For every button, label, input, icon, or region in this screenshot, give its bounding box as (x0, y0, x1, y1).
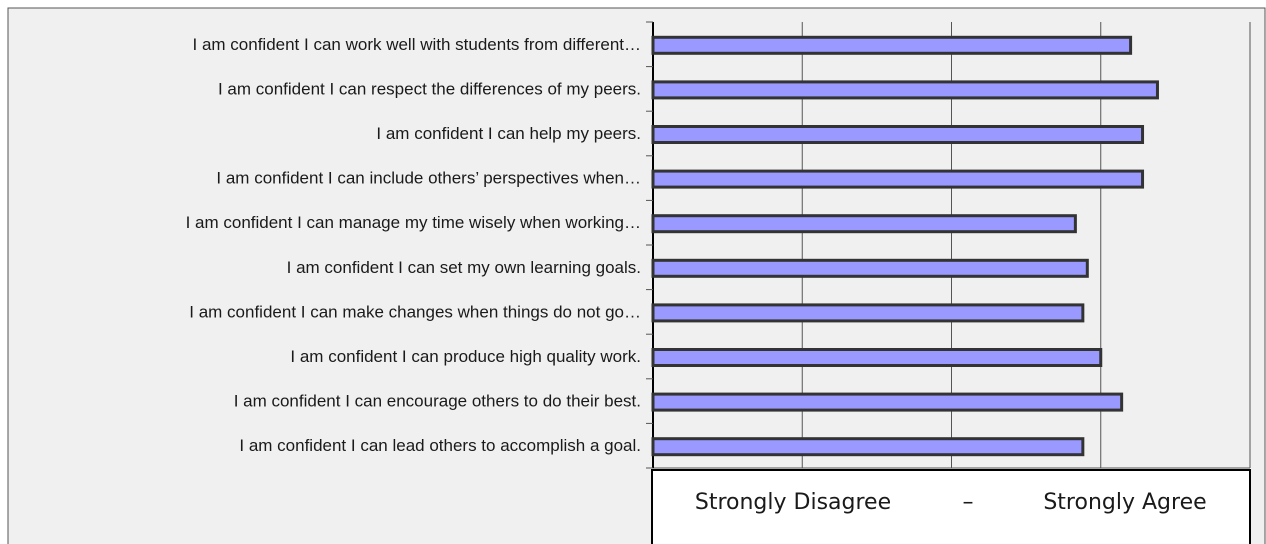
bar (651, 80, 1159, 100)
bar (651, 258, 1089, 278)
scale-dash: – (963, 490, 974, 515)
bar (651, 348, 1103, 367)
bar (651, 214, 1077, 234)
scale-left: Strongly Disagree (695, 490, 891, 515)
y-tick-label: I am confident I can encourage others to… (234, 392, 641, 411)
y-tick-label: I am confident I can make changes when t… (189, 302, 641, 321)
bar (651, 125, 1145, 144)
y-tick-label: I am confident I can manage my time wise… (186, 213, 641, 232)
bar (651, 303, 1085, 323)
bar (651, 437, 1085, 457)
bar (651, 392, 1124, 412)
bar (651, 169, 1145, 189)
y-tick-label: I am confident I can help my peers. (376, 124, 641, 143)
y-tick-label: I am confident I can set my own learning… (287, 258, 641, 277)
scale-box (651, 469, 1251, 544)
y-tick-label: I am confident I can lead others to acco… (239, 436, 641, 455)
bar (651, 35, 1133, 55)
scale-right: Strongly Agree (1043, 490, 1206, 515)
y-tick-label: I am confident I can respect the differe… (218, 79, 641, 98)
y-tick-label: I am confident I can work well with stud… (193, 35, 642, 54)
y-tick-label: I am confident I can produce high qualit… (290, 347, 641, 366)
y-tick-label: I am confident I can include others’ per… (216, 169, 641, 188)
